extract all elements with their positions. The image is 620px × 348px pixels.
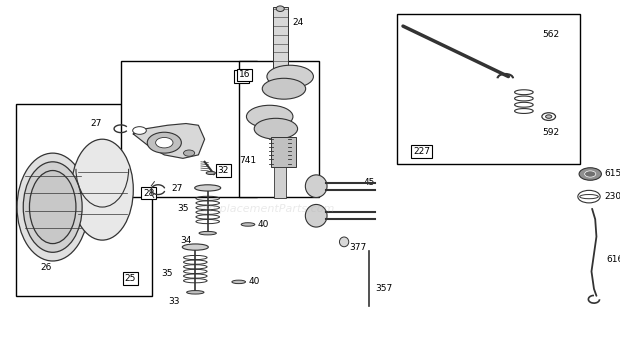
Ellipse shape xyxy=(133,127,146,134)
Text: eReplacementParts.com: eReplacementParts.com xyxy=(198,204,335,214)
Ellipse shape xyxy=(267,65,314,88)
Circle shape xyxy=(585,171,596,177)
Text: 33: 33 xyxy=(168,296,179,306)
Ellipse shape xyxy=(262,78,306,99)
Text: 45: 45 xyxy=(363,178,374,187)
Text: 592: 592 xyxy=(542,128,559,137)
Bar xyxy=(274,167,286,198)
Text: 357: 357 xyxy=(376,284,393,293)
Ellipse shape xyxy=(340,237,348,247)
Ellipse shape xyxy=(232,280,246,284)
Text: 25: 25 xyxy=(125,274,136,283)
Text: 32: 32 xyxy=(218,166,229,175)
Text: 616: 616 xyxy=(606,255,620,264)
Ellipse shape xyxy=(17,153,89,261)
Ellipse shape xyxy=(30,171,76,244)
Text: 27: 27 xyxy=(171,184,182,193)
Ellipse shape xyxy=(187,291,204,294)
Ellipse shape xyxy=(71,139,133,240)
Ellipse shape xyxy=(241,223,255,226)
Text: 615: 615 xyxy=(604,169,620,179)
Bar xyxy=(273,7,288,84)
Ellipse shape xyxy=(148,132,182,153)
Text: 35: 35 xyxy=(178,204,189,213)
Text: 26: 26 xyxy=(41,263,52,272)
Ellipse shape xyxy=(24,162,82,252)
Text: 562: 562 xyxy=(542,30,559,39)
Ellipse shape xyxy=(546,115,552,118)
Text: 40: 40 xyxy=(258,220,269,229)
Bar xyxy=(271,137,296,167)
Text: 40: 40 xyxy=(249,277,260,286)
Bar xyxy=(16,104,152,296)
Text: 377: 377 xyxy=(350,243,367,252)
Text: 29: 29 xyxy=(236,72,247,81)
Ellipse shape xyxy=(184,150,195,156)
Text: 34: 34 xyxy=(180,236,192,245)
Ellipse shape xyxy=(206,171,216,175)
Ellipse shape xyxy=(305,175,327,198)
Ellipse shape xyxy=(580,195,598,199)
Polygon shape xyxy=(133,124,205,158)
Text: 16: 16 xyxy=(239,70,250,79)
Ellipse shape xyxy=(182,244,208,250)
Text: 230: 230 xyxy=(604,192,620,201)
Text: 227: 227 xyxy=(413,147,430,156)
Bar xyxy=(239,61,319,197)
Text: 35: 35 xyxy=(162,269,173,278)
Ellipse shape xyxy=(195,185,221,191)
Bar xyxy=(121,61,257,197)
Text: 27: 27 xyxy=(91,119,102,128)
Ellipse shape xyxy=(277,6,284,11)
Ellipse shape xyxy=(254,118,298,139)
Circle shape xyxy=(578,190,600,203)
Bar xyxy=(397,14,580,164)
Ellipse shape xyxy=(305,204,327,227)
Ellipse shape xyxy=(156,137,173,148)
Circle shape xyxy=(579,168,601,180)
Ellipse shape xyxy=(246,105,293,128)
Text: 24: 24 xyxy=(292,18,303,27)
Text: 28: 28 xyxy=(143,189,154,198)
Text: 741: 741 xyxy=(239,156,257,165)
Ellipse shape xyxy=(199,231,216,235)
